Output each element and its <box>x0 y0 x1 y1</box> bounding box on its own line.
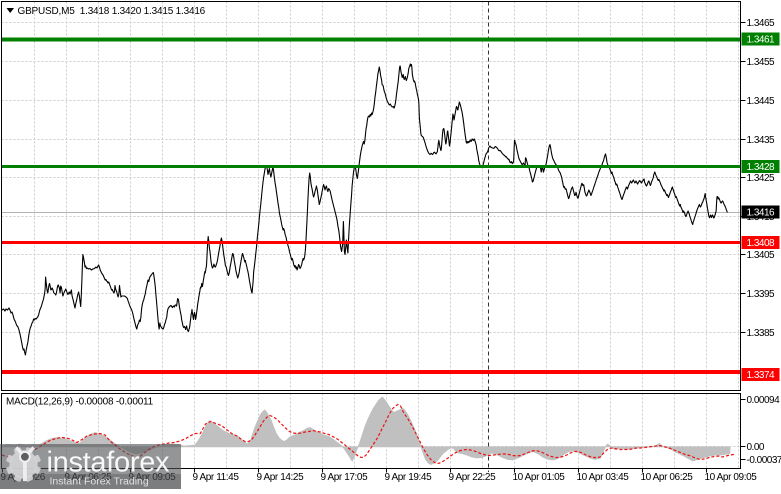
svg-text:0.00: 0.00 <box>747 442 765 453</box>
svg-text:1.3461: 1.3461 <box>747 35 776 46</box>
svg-text:9 Apr 22:25: 9 Apr 22:25 <box>449 472 497 483</box>
svg-text:9 Apr 17:05: 9 Apr 17:05 <box>321 472 369 483</box>
svg-text:1.3408: 1.3408 <box>747 238 776 249</box>
svg-text:1.3445: 1.3445 <box>747 96 776 107</box>
svg-text:instaforex: instaforex <box>47 447 171 479</box>
svg-text:1.3395: 1.3395 <box>747 289 776 300</box>
svg-text:0.00094: 0.00094 <box>747 395 781 406</box>
svg-text:9 Apr 19:45: 9 Apr 19:45 <box>385 472 433 483</box>
svg-text:1.3385: 1.3385 <box>747 328 776 339</box>
svg-text:10 Apr 01:05: 10 Apr 01:05 <box>513 472 566 483</box>
svg-text:1.3405: 1.3405 <box>747 250 776 261</box>
svg-text:1.3425: 1.3425 <box>747 173 776 184</box>
svg-text:1.3435: 1.3435 <box>747 135 776 146</box>
svg-text:1.3428: 1.3428 <box>747 162 776 173</box>
svg-text:MACD(12,26,9) -0.00008 -0.0001: MACD(12,26,9) -0.00008 -0.00011 <box>6 397 154 408</box>
svg-text:1.3416: 1.3416 <box>747 208 776 219</box>
svg-text:1.3374: 1.3374 <box>747 370 776 381</box>
svg-text:9 Apr 11:45: 9 Apr 11:45 <box>193 472 240 483</box>
svg-text:GBPUSD,M5 1.3418 1.3420 1.341: GBPUSD,M5 1.3418 1.3420 1.3415 1.3416 <box>18 6 206 17</box>
svg-text:Instant Forex Trading: Instant Forex Trading <box>50 476 149 488</box>
svg-text:10 Apr 09:05: 10 Apr 09:05 <box>705 472 758 483</box>
svg-text:10 Apr 06:25: 10 Apr 06:25 <box>641 472 694 483</box>
svg-text:10 Apr 03:45: 10 Apr 03:45 <box>577 472 630 483</box>
svg-text:1.3465: 1.3465 <box>747 18 776 29</box>
svg-text:1.3455: 1.3455 <box>747 57 776 68</box>
svg-text:9 Apr 14:25: 9 Apr 14:25 <box>257 472 305 483</box>
svg-text:-0.00037: -0.00037 <box>747 455 781 466</box>
